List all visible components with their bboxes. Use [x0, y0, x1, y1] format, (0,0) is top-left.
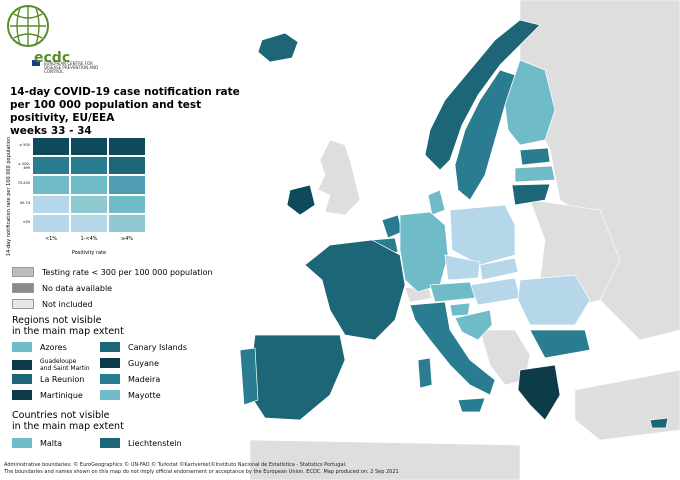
sardinia [417, 357, 433, 389]
austria [429, 281, 476, 303]
romania [517, 274, 591, 326]
matrix-cell [70, 213, 108, 233]
matrix-cell [32, 213, 70, 233]
matrix-cell [32, 137, 70, 157]
bulgaria [529, 329, 591, 359]
finland [504, 59, 556, 146]
matrix-cell [32, 194, 70, 214]
legend-swatch [12, 299, 34, 309]
legend-swatch [12, 267, 34, 277]
cyprus [649, 417, 669, 429]
poland [449, 204, 516, 266]
matrix-cell [70, 194, 108, 214]
matrix-cell [32, 175, 70, 195]
matrix-cell [108, 213, 146, 233]
region-guyane: Guyane [100, 358, 159, 368]
netherlands [381, 214, 403, 239]
estonia [519, 147, 551, 166]
matrix-rate-label: 50-74 [19, 200, 30, 205]
region-la-reunion: La Reunion [12, 374, 84, 384]
matrix-positivity-label: <1% [44, 236, 58, 242]
regions-heading: Regions not visible in the main map exte… [12, 315, 124, 337]
region-mayotte: Mayotte [100, 390, 161, 400]
map-title: 14-day COVID-19 case notification rate p… [10, 86, 250, 138]
denmark [427, 189, 446, 216]
region-martinique: Martinique [12, 390, 83, 400]
latvia [514, 165, 556, 183]
country-liechtenstein: Liechtenstein [100, 438, 182, 448]
matrix-cell [70, 137, 108, 157]
iceland [257, 32, 299, 63]
lithuania [511, 183, 551, 206]
eu-eea-countries [239, 19, 669, 429]
slovenia [449, 302, 471, 317]
matrix-rate-label: ≥ 500 [19, 143, 30, 147]
croatia [454, 309, 493, 341]
footer-attribution: Administrative boundaries: © EuroGeograp… [4, 462, 399, 475]
region-madeira: Madeira [100, 374, 160, 384]
matrix-cell [108, 175, 146, 195]
matrix-y-axis-title: 14-day notification rate per 100 000 pop… [6, 137, 12, 257]
matrix-rate-label: ≥ 200-499 [18, 162, 30, 171]
matrix-positivity-label: 1-<4% [80, 236, 98, 242]
legend-not-included: Not included [12, 298, 93, 310]
czechia [444, 254, 481, 281]
matrix-cell [32, 156, 70, 176]
title-line3: weeks 33 - 34 [10, 125, 92, 137]
legend-matrix [32, 137, 146, 233]
sicily [457, 397, 486, 413]
matrix-positivity-label: ≥4% [120, 236, 134, 242]
matrix-x-axis-title: Positivity rate [71, 250, 107, 256]
portugal [239, 347, 259, 406]
norway [424, 19, 541, 171]
ecdc-logo-subtitle: EUROPEAN CENTRE FOR DISEASE PREVENTION A… [44, 61, 99, 74]
spain [249, 334, 346, 421]
countries-heading: Countries not visible in the main map ex… [12, 410, 124, 432]
country-malta: Malta [12, 438, 62, 448]
france [304, 239, 406, 341]
ecdc-logo-graphic [7, 5, 49, 66]
matrix-rate-label: <50 [22, 219, 30, 224]
title-line1: 14-day COVID-19 case notification rate [10, 86, 240, 98]
matrix-cell [70, 175, 108, 195]
italy [409, 301, 496, 396]
legend-no-data: No data available [12, 282, 112, 294]
matrix-cell [70, 156, 108, 176]
hungary [469, 277, 521, 306]
legend-swatch [12, 283, 34, 293]
region-canary-islands: Canary Islands [100, 342, 187, 352]
ecdc-logo-text: ecdc [34, 50, 71, 66]
region-guadeloupe: Guadeloupe and Saint Martin [12, 358, 90, 372]
region-azores: Azores [12, 342, 67, 352]
matrix-cell [108, 137, 146, 157]
title-line2: per 100 000 population and test positivi… [10, 99, 202, 124]
germany [399, 211, 449, 293]
slovakia [479, 257, 519, 281]
non-eea-land [249, 0, 680, 480]
legend-testing-rate: Testing rate < 300 per 100 000 populatio… [12, 266, 213, 278]
ireland [286, 184, 316, 216]
matrix-cell [108, 156, 146, 176]
matrix-cell [108, 194, 146, 214]
matrix-rate-label: 75-200 [17, 181, 30, 186]
greece [517, 364, 561, 421]
